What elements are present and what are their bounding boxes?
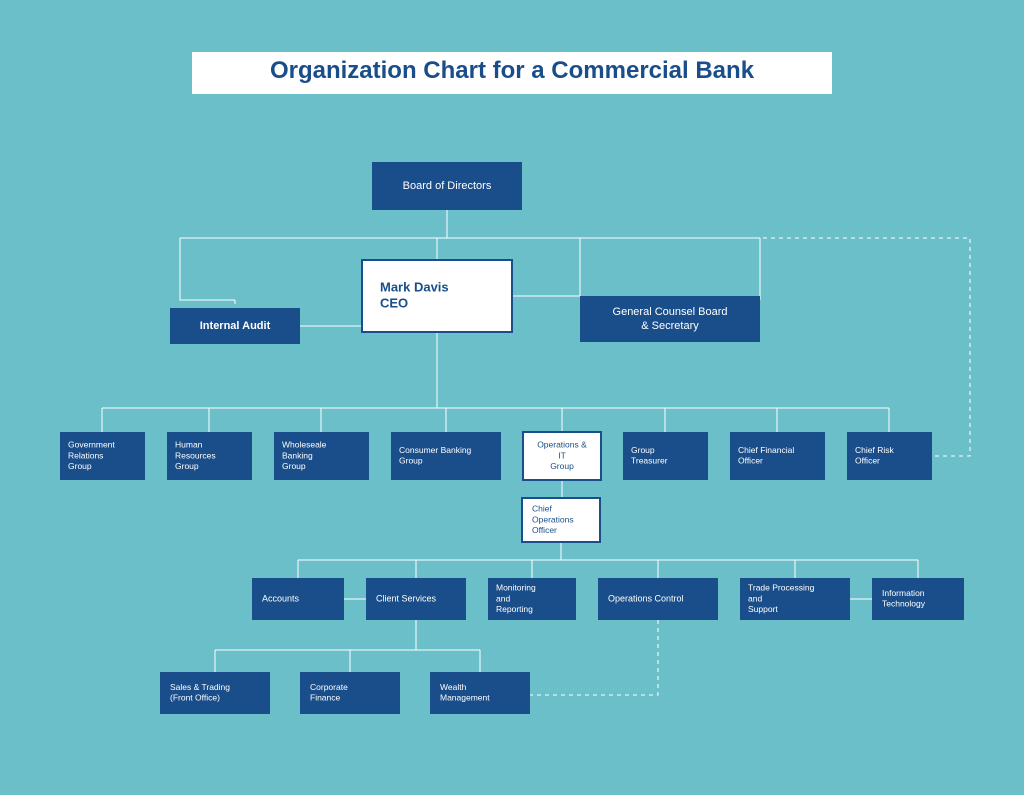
node-monitoring: MonitoringandReporting [488,578,576,620]
node-corpfin: CorporateFinance [300,672,400,714]
node-label-it: InformationTechnology [882,588,926,609]
node-ops_it: Operations &ITGroup [523,432,601,480]
node-counsel: General Counsel Board& Secretary [580,296,760,342]
node-gov: GovernmentRelationsGroup [60,432,145,480]
node-coo: ChiefOperationsOfficer [522,498,600,542]
chart-title: Organization Chart for a Commercial Bank [270,57,755,84]
node-cfo: Chief FinancialOfficer [730,432,825,480]
node-ceo: Mark DavisCEO [362,260,512,332]
node-wealth: WealthManagement [430,672,530,714]
node-it: InformationTechnology [872,578,964,620]
node-label-board: Board of Directors [403,180,492,192]
node-sales: Sales & Trading(Front Office) [160,672,270,714]
node-audit: Internal Audit [170,308,300,344]
node-cro: Chief RiskOfficer [847,432,932,480]
node-label-opscontrol: Operations Control [608,593,684,603]
node-opscontrol: Operations Control [598,578,718,620]
org-chart-canvas: Organization Chart for a Commercial Bank… [0,0,1024,795]
node-treasurer: GroupTreasurer [623,432,708,480]
node-board: Board of Directors [372,162,522,210]
node-client: Client Services [366,578,466,620]
node-consumer: Consumer BankingGroup [391,432,501,480]
node-accounts: Accounts [252,578,344,620]
node-label-accounts: Accounts [262,593,300,603]
node-label-client: Client Services [376,593,437,603]
node-trade: Trade ProcessingandSupport [740,578,850,620]
node-hr: HumanResourcesGroup [167,432,252,480]
node-label-audit: Internal Audit [200,320,271,332]
node-wholesale: WholesealeBankingGroup [274,432,369,480]
